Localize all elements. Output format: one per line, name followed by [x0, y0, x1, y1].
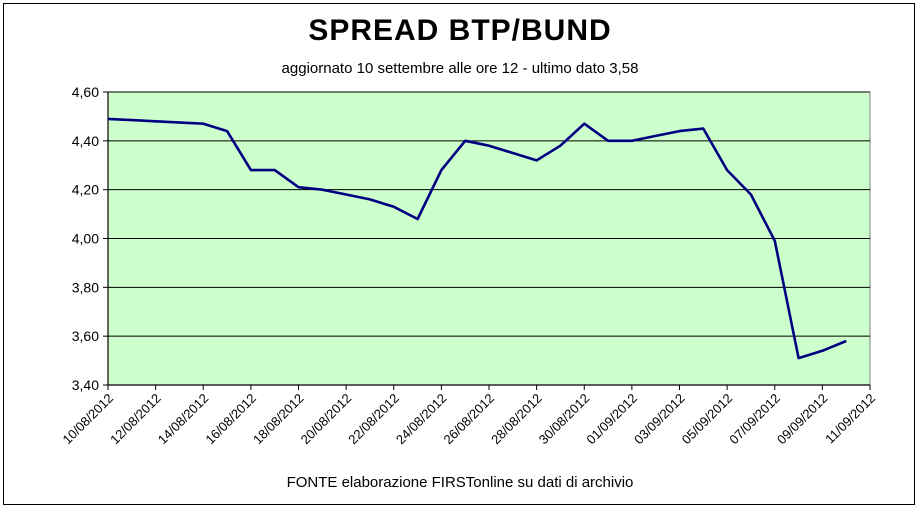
x-tick-label: 05/09/2012	[679, 391, 736, 448]
x-tick-label: 10/08/2012	[59, 391, 116, 448]
y-tick-label: 4,60	[72, 84, 99, 100]
x-tick-label: 07/09/2012	[726, 391, 783, 448]
y-tick-label: 4,20	[72, 182, 99, 198]
x-tick-label: 01/09/2012	[583, 391, 640, 448]
x-tick-label: 24/08/2012	[393, 391, 450, 448]
chart-source-note: FONTE elaborazione FIRSTonline su dati d…	[286, 474, 634, 491]
x-tick-label: 22/08/2012	[345, 391, 402, 448]
y-tick-label: 3,60	[72, 328, 99, 344]
gridlines	[108, 91, 870, 337]
y-tick-label: 4,40	[72, 133, 99, 149]
x-tick-label: 20/08/2012	[298, 391, 355, 448]
x-tick-label: 28/08/2012	[488, 391, 545, 448]
x-tick-label: 03/09/2012	[631, 391, 688, 448]
x-tick-label: 14/08/2012	[155, 391, 212, 448]
x-tick-label: 12/08/2012	[107, 391, 164, 448]
series-line-spread	[107, 117, 847, 360]
y-tick-label: 3,40	[72, 377, 99, 393]
x-tick-label: 11/09/2012	[822, 391, 878, 447]
x-tick-label: 18/08/2012	[250, 391, 307, 448]
x-axis-ticks: 10/08/201212/08/201214/08/201216/08/2012…	[59, 385, 878, 447]
chart-subtitle: aggiornato 10 settembre alle ore 12 - ul…	[281, 60, 639, 77]
chart-title: SPREAD BTP/BUND	[308, 14, 612, 47]
y-tick-label: 4,00	[72, 231, 99, 247]
y-tick-label: 3,80	[72, 279, 99, 295]
x-tick-label: 30/08/2012	[536, 391, 593, 448]
y-axis-ticks: 3,40 3,60 3,80 4,00 4,20 4,40 4,60	[72, 84, 108, 393]
x-tick-label: 09/09/2012	[774, 391, 831, 448]
x-tick-label: 16/08/2012	[202, 391, 259, 448]
x-tick-label: 26/08/2012	[440, 391, 497, 448]
